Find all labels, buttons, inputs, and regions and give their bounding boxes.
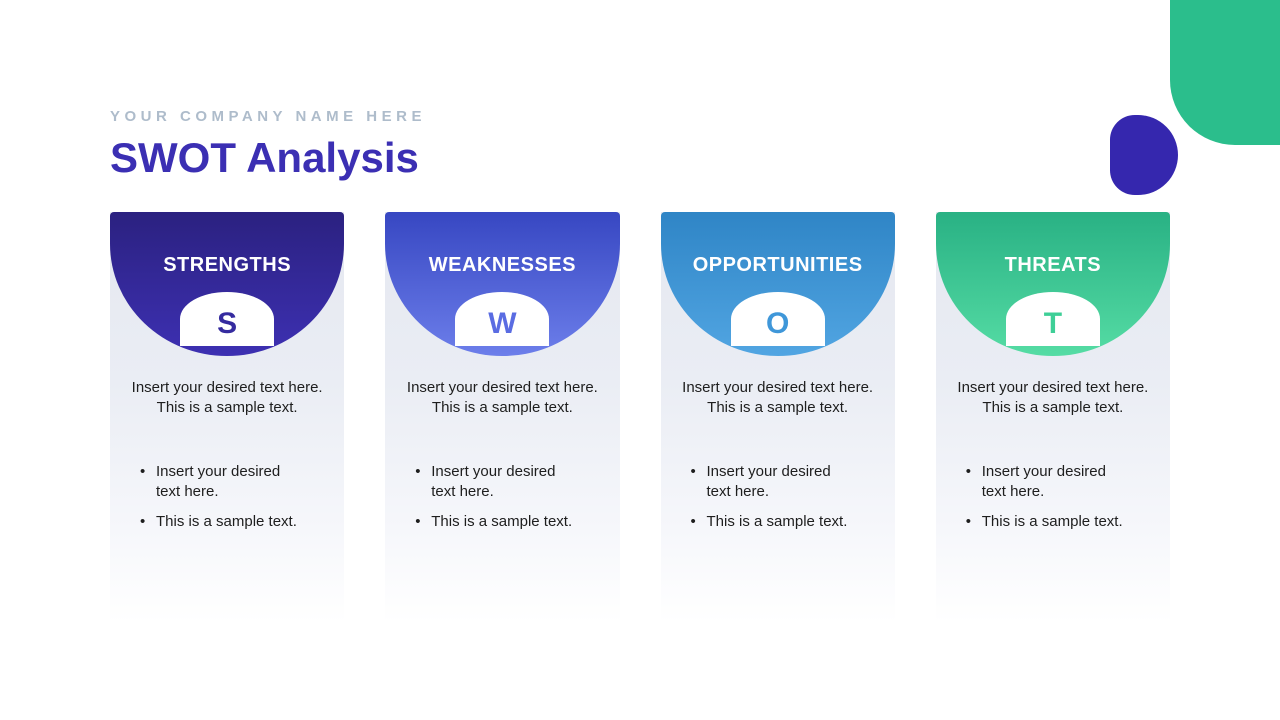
swot-grid: STRENGTHS S Insert your desired text her… [110,212,1170,636]
threats-letter: T [1043,307,1063,340]
list-item: This is a sample text. [689,512,853,532]
threats-letter-badge: T [1005,292,1100,346]
opportunities-letter: O [765,307,790,340]
weaknesses-letter: W [488,307,517,340]
strengths-paragraph: Insert your desired text here. This is a… [131,379,323,416]
purple-blob-shape [1110,115,1178,195]
list-item: Insert your desired text here. [138,462,302,502]
list-item: Insert your desired text here. [964,462,1128,502]
swot-column-opportunities: OPPORTUNITIES O Insert your desired text… [660,212,895,636]
threats-header: THREATS T [935,212,1170,356]
strengths-letter-badge: S [180,292,275,346]
opportunities-title: OPPORTUNITIES [692,254,863,276]
list-item: Insert your desired text here. [689,462,853,502]
list-item: This is a sample text. [138,512,302,532]
slide-heading: YOUR COMPANY NAME HERE SWOT Analysis [110,108,426,181]
swot-column-strengths: STRENGTHS S Insert your desired text her… [110,212,345,636]
weaknesses-header: WEAKNESSES W [385,212,620,356]
opportunities-header: OPPORTUNITIES O [660,212,895,356]
swot-column-threats: THREATS T Insert your desired text here.… [935,212,1170,636]
threats-bullet-list: Insert your desired text here. This is a… [964,462,1170,532]
threats-title: THREATS [1004,254,1102,276]
opportunities-paragraph: Insert your desired text here. This is a… [682,379,874,416]
list-item: This is a sample text. [413,512,577,532]
weaknesses-bullet-list: Insert your desired text here. This is a… [413,462,619,532]
strengths-title: STRENGTHS [163,254,292,276]
weaknesses-paragraph: Insert your desired text here. This is a… [406,379,598,416]
weaknesses-title: WEAKNESSES [428,254,576,276]
opportunities-bullet-list: Insert your desired text here. This is a… [689,462,895,532]
list-item: This is a sample text. [964,512,1128,532]
weaknesses-letter-badge: W [455,292,550,346]
swot-column-weaknesses: WEAKNESSES W Insert your desired text he… [385,212,620,636]
green-corner-shape [1170,0,1280,145]
list-item: Insert your desired text here. [413,462,577,502]
threats-paragraph: Insert your desired text here. This is a… [957,379,1149,416]
opportunities-letter-badge: O [730,292,825,346]
strengths-bullet-list: Insert your desired text here. This is a… [138,462,344,532]
strengths-header: STRENGTHS S [110,212,345,356]
company-name: YOUR COMPANY NAME HERE [110,108,426,125]
page-title: SWOT Analysis [110,134,419,181]
strengths-letter: S [217,307,238,340]
